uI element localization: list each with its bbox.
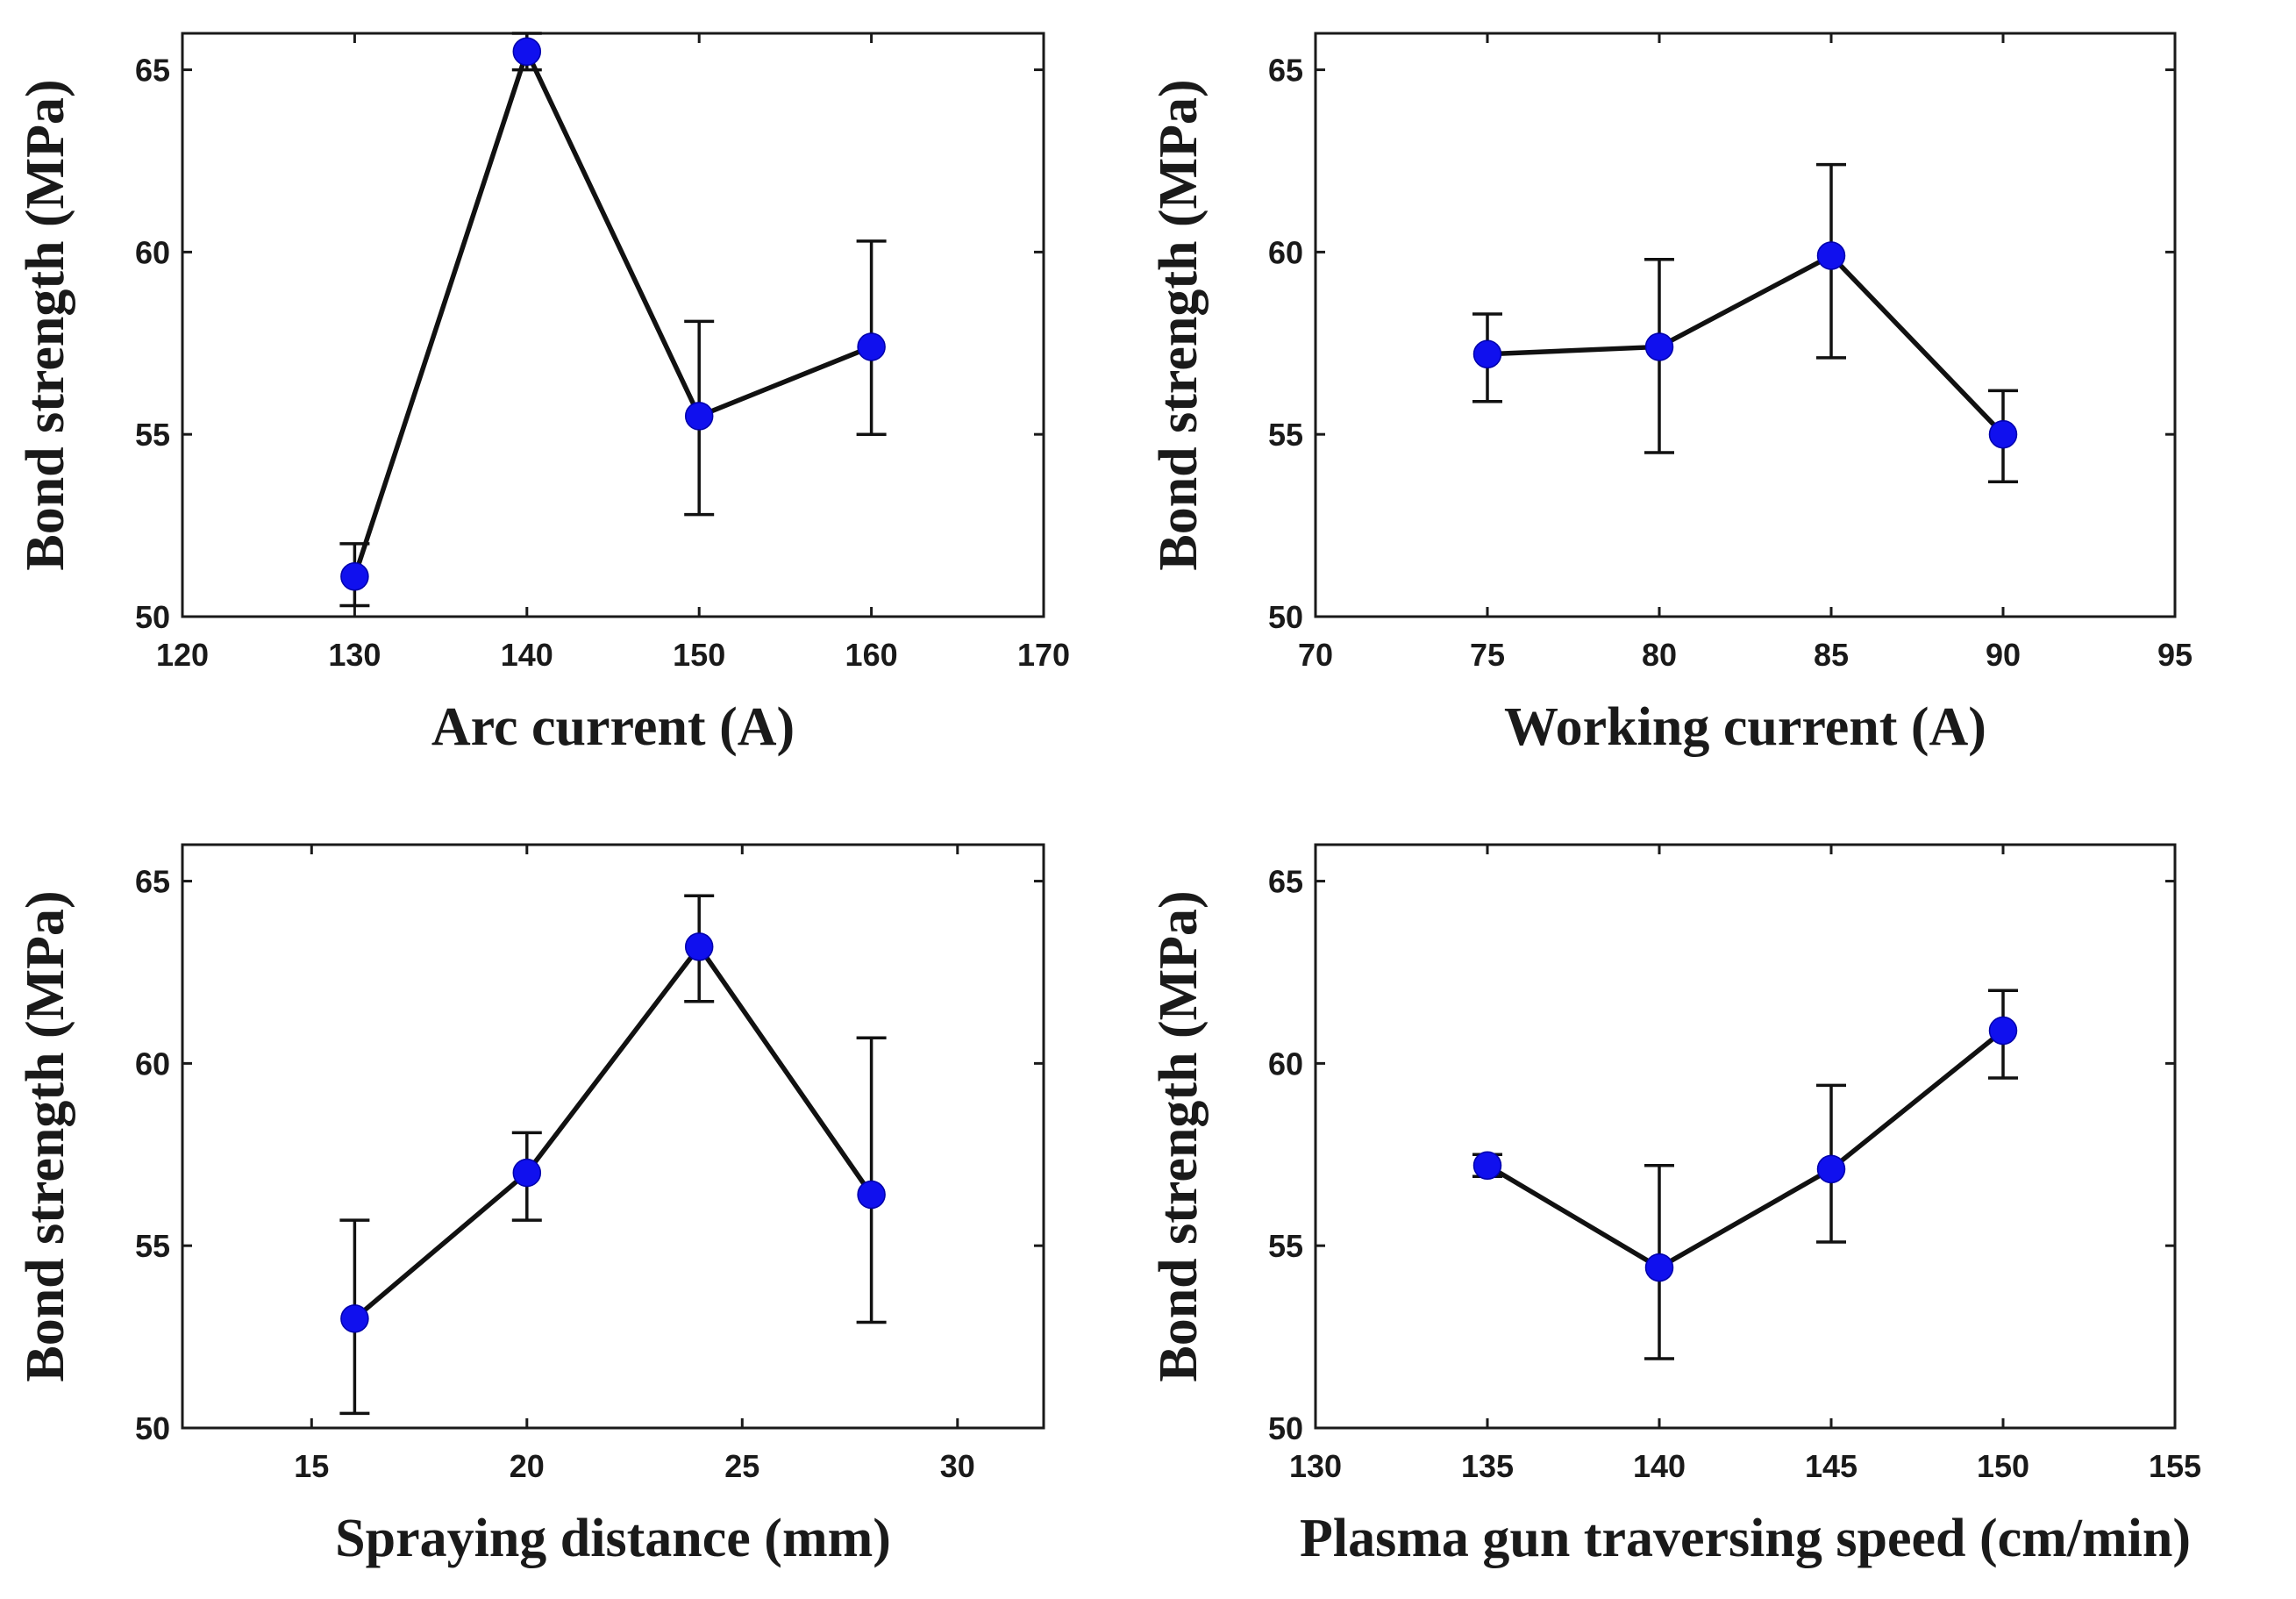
y-tick-label: 65 [1268,864,1303,900]
x-tick-label: 155 [2149,1448,2201,1484]
x-tick-label: 150 [673,637,725,673]
data-point [857,332,886,361]
y-axis-label: Bond strength (MPa) [16,79,75,570]
x-tick-label: 140 [1633,1448,1686,1484]
plot-frame [181,843,1045,1430]
data-point [1472,339,1502,368]
y-tick-label: 65 [1268,53,1303,89]
y-tick-label: 60 [135,1046,170,1081]
y-tick-label: 55 [135,417,170,453]
data-point [1472,1151,1502,1180]
data-point [340,1304,369,1333]
x-tick-label: 30 [940,1448,975,1484]
chart-panel-4: 130 135 140 145 150 155 50 55 60 65 Plasma gun tra… [1149,843,2201,1568]
data-point [1644,1253,1674,1282]
y-tick-label: 55 [1268,417,1303,453]
y-tick-label: 60 [1268,1046,1303,1081]
x-axis-label: Working current (A) [1504,697,1986,757]
y-tick-label: 50 [135,1410,170,1446]
x-tick-label: 15 [294,1448,329,1484]
x-tick-label: 135 [1461,1448,1514,1484]
series-line [1486,1028,2005,1270]
x-tick-label: 80 [1642,637,1677,673]
y-tick-label: 50 [1268,599,1303,635]
data-point [684,402,714,431]
data-point [1644,332,1674,361]
y-tick-label: 65 [135,53,170,89]
x-tick-label: 130 [328,637,381,673]
data-point [684,932,714,961]
x-tick-label: 170 [1017,637,1070,673]
x-tick-label: 75 [1470,637,1505,673]
x-tick-label: 160 [845,637,898,673]
plot-frame [1314,32,2177,618]
x-axis-label: Arc current (A) [431,697,795,757]
x-tick-label: 95 [2157,637,2193,673]
x-tick-label: 120 [156,637,209,673]
series-line [352,49,873,578]
data-point [1988,1016,2018,1046]
data-point [512,37,542,67]
x-tick-label: 70 [1298,637,1333,673]
chart-panel-3: 15 20 25 30 50 55 60 65 Spraying distance (mm) Bo… [16,843,1045,1568]
data-point [1816,241,1846,270]
y-tick-label: 60 [1268,234,1303,270]
data-point [512,1158,542,1188]
plot-frame [1314,843,2177,1430]
x-tick-label: 90 [1986,637,2021,673]
error-bar [856,1036,887,1324]
y-axis-label: Bond strength (MPa) [1149,890,1209,1381]
y-axis-label: Bond strength (MPa) [16,890,75,1381]
y-tick-label: 60 [135,234,170,270]
y-tick-label: 55 [135,1228,170,1264]
chart-panel-2: 70 75 80 85 90 95 50 55 60 65 Working current (A) B… [1149,32,2193,757]
plot-frame [181,32,1045,618]
x-axis-label: Plasma gun traversing speed (cm/min) [1300,1509,2191,1568]
panels-group: 120 130 140 150 160 170 50 55 60 65 Arc current (A… [16,32,2201,1568]
series-line [353,944,873,1321]
x-tick-label: 150 [1977,1448,2029,1484]
x-tick-label: 145 [1805,1448,1857,1484]
y-tick-label: 50 [1268,1410,1303,1446]
data-point [1816,1154,1846,1184]
y-axis-label: Bond strength (MPa) [1149,79,1209,570]
x-tick-label: 25 [724,1448,759,1484]
y-tick-label: 55 [1268,1228,1303,1264]
data-point [857,1180,886,1210]
data-point [1988,419,2018,449]
x-tick-label: 140 [501,637,553,673]
x-tick-label: 130 [1289,1448,1342,1484]
data-point [340,562,369,591]
series-line [1487,253,2005,437]
chart-panel-1: 120 130 140 150 160 170 50 55 60 65 Arc current (A… [16,32,1070,757]
y-tick-label: 65 [135,864,170,900]
x-tick-label: 85 [1814,637,1849,673]
y-tick-label: 50 [135,599,170,635]
x-tick-label: 20 [510,1448,545,1484]
x-axis-label: Spraying distance (mm) [335,1509,891,1568]
